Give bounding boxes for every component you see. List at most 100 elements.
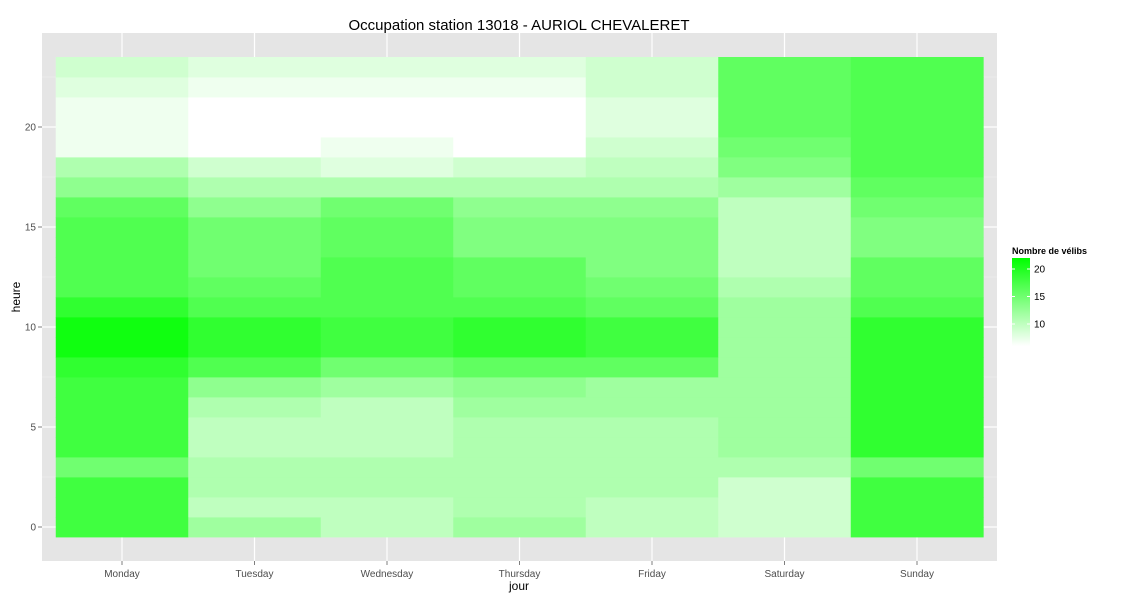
- heatmap-tile: [850, 297, 984, 318]
- heatmap-tile: [453, 457, 587, 478]
- heatmap-tile: [850, 237, 984, 258]
- heatmap-tile: [320, 257, 454, 278]
- heatmap-tile: [320, 517, 454, 538]
- heatmap-tile: [55, 257, 189, 278]
- heatmap-tile: [320, 137, 454, 158]
- heatmap-tile: [850, 337, 984, 358]
- heatmap-tile: [453, 217, 587, 238]
- heatmap-tile: [453, 137, 587, 158]
- heatmap-tile: [585, 57, 719, 78]
- heatmap-tile: [718, 197, 852, 218]
- heatmap-tile: [188, 477, 322, 498]
- y-tick-label: 0: [30, 523, 36, 534]
- heatmap-tile: [718, 477, 852, 498]
- heatmap-tile: [55, 457, 189, 478]
- legend-colorbar: [1012, 258, 1030, 346]
- heatmap-tile: [320, 457, 454, 478]
- heatmap-tile: [718, 217, 852, 238]
- heatmap-tile: [718, 337, 852, 358]
- heatmap-tile: [585, 237, 719, 258]
- heatmap-tile: [585, 437, 719, 458]
- heatmap-tile: [188, 237, 322, 258]
- heatmap-tile: [718, 317, 852, 338]
- heatmap-tile: [585, 257, 719, 278]
- heatmap-tile: [320, 357, 454, 378]
- heatmap-tile: [453, 397, 587, 418]
- heatmap-tile: [585, 477, 719, 498]
- heatmap-tile: [585, 397, 719, 418]
- heatmap-tile: [585, 517, 719, 538]
- heatmap-tile: [55, 177, 189, 198]
- heatmap-tile: [718, 297, 852, 318]
- heatmap-tile: [585, 337, 719, 358]
- heatmap-tile: [55, 337, 189, 358]
- heatmap-tile: [188, 297, 322, 318]
- heatmap-tile: [188, 217, 322, 238]
- heatmap-tile: [55, 117, 189, 138]
- heatmap-tile: [55, 297, 189, 318]
- heatmap-tile: [718, 97, 852, 118]
- heatmap-tile: [188, 57, 322, 78]
- heatmap-tile: [320, 397, 454, 418]
- heatmap-tile: [585, 277, 719, 298]
- heatmap-tile: [188, 137, 322, 158]
- heatmap-tile: [55, 397, 189, 418]
- heatmap-tile: [320, 77, 454, 98]
- heatmap-tile: [585, 457, 719, 478]
- heatmap-tile: [188, 357, 322, 378]
- heatmap-tile: [453, 317, 587, 338]
- heatmap-tile: [850, 77, 984, 98]
- heatmap-tile: [188, 437, 322, 458]
- x-tick-label: Thursday: [499, 569, 541, 580]
- heatmap-tile: [585, 157, 719, 178]
- heatmap-tile: [188, 257, 322, 278]
- heatmap-tile: [55, 477, 189, 498]
- heatmap-tile: [320, 177, 454, 198]
- heatmap-tile: [585, 117, 719, 138]
- heatmap-tile: [850, 57, 984, 78]
- heatmap-tile: [320, 297, 454, 318]
- heatmap-tile: [585, 137, 719, 158]
- heatmap-tile: [850, 497, 984, 518]
- heatmap-tile: [188, 317, 322, 338]
- heatmap-tile: [320, 277, 454, 298]
- heatmap-tile: [850, 397, 984, 418]
- x-tick-label: Sunday: [900, 569, 934, 580]
- heatmap-tile: [320, 217, 454, 238]
- heatmap-tile: [55, 77, 189, 98]
- x-axis-label: jour: [508, 579, 529, 593]
- x-axis: Monday Tuesday Wednesday Thursday Friday Satu…: [104, 561, 934, 580]
- heatmap-tile: [850, 157, 984, 178]
- heatmap-tile: [718, 137, 852, 158]
- heatmap-tile: [188, 177, 322, 198]
- heatmap-tile: [718, 157, 852, 178]
- heatmap-tile: [718, 77, 852, 98]
- y-tick-label: 15: [25, 223, 37, 234]
- heatmap-tile: [850, 257, 984, 278]
- heatmap-tile: [850, 457, 984, 478]
- heatmap-tile: [55, 197, 189, 218]
- heatmap-tile: [718, 277, 852, 298]
- heatmap-tile: [850, 477, 984, 498]
- heatmap-tile: [55, 437, 189, 458]
- heatmap-tile: [850, 137, 984, 158]
- heatmap-tile: [453, 77, 587, 98]
- heatmap-tile: [453, 177, 587, 198]
- heatmap-tile: [453, 477, 587, 498]
- heatmap-tile: [55, 137, 189, 158]
- heatmap-tile: [453, 97, 587, 118]
- heatmap-tile: [55, 377, 189, 398]
- heatmap-tile: [55, 157, 189, 178]
- heatmap-tile: [320, 337, 454, 358]
- heatmap-tile: [453, 157, 587, 178]
- heatmap-tile: [453, 117, 587, 138]
- x-tick-label: Tuesday: [236, 569, 274, 580]
- heatmap-tile: [585, 77, 719, 98]
- heatmap-tile: [55, 217, 189, 238]
- heatmap-tile: [585, 97, 719, 118]
- heatmap-tile: [453, 417, 587, 438]
- heatmap-tile: [585, 417, 719, 438]
- heatmap-tile: [718, 237, 852, 258]
- heatmap-tile: [55, 497, 189, 518]
